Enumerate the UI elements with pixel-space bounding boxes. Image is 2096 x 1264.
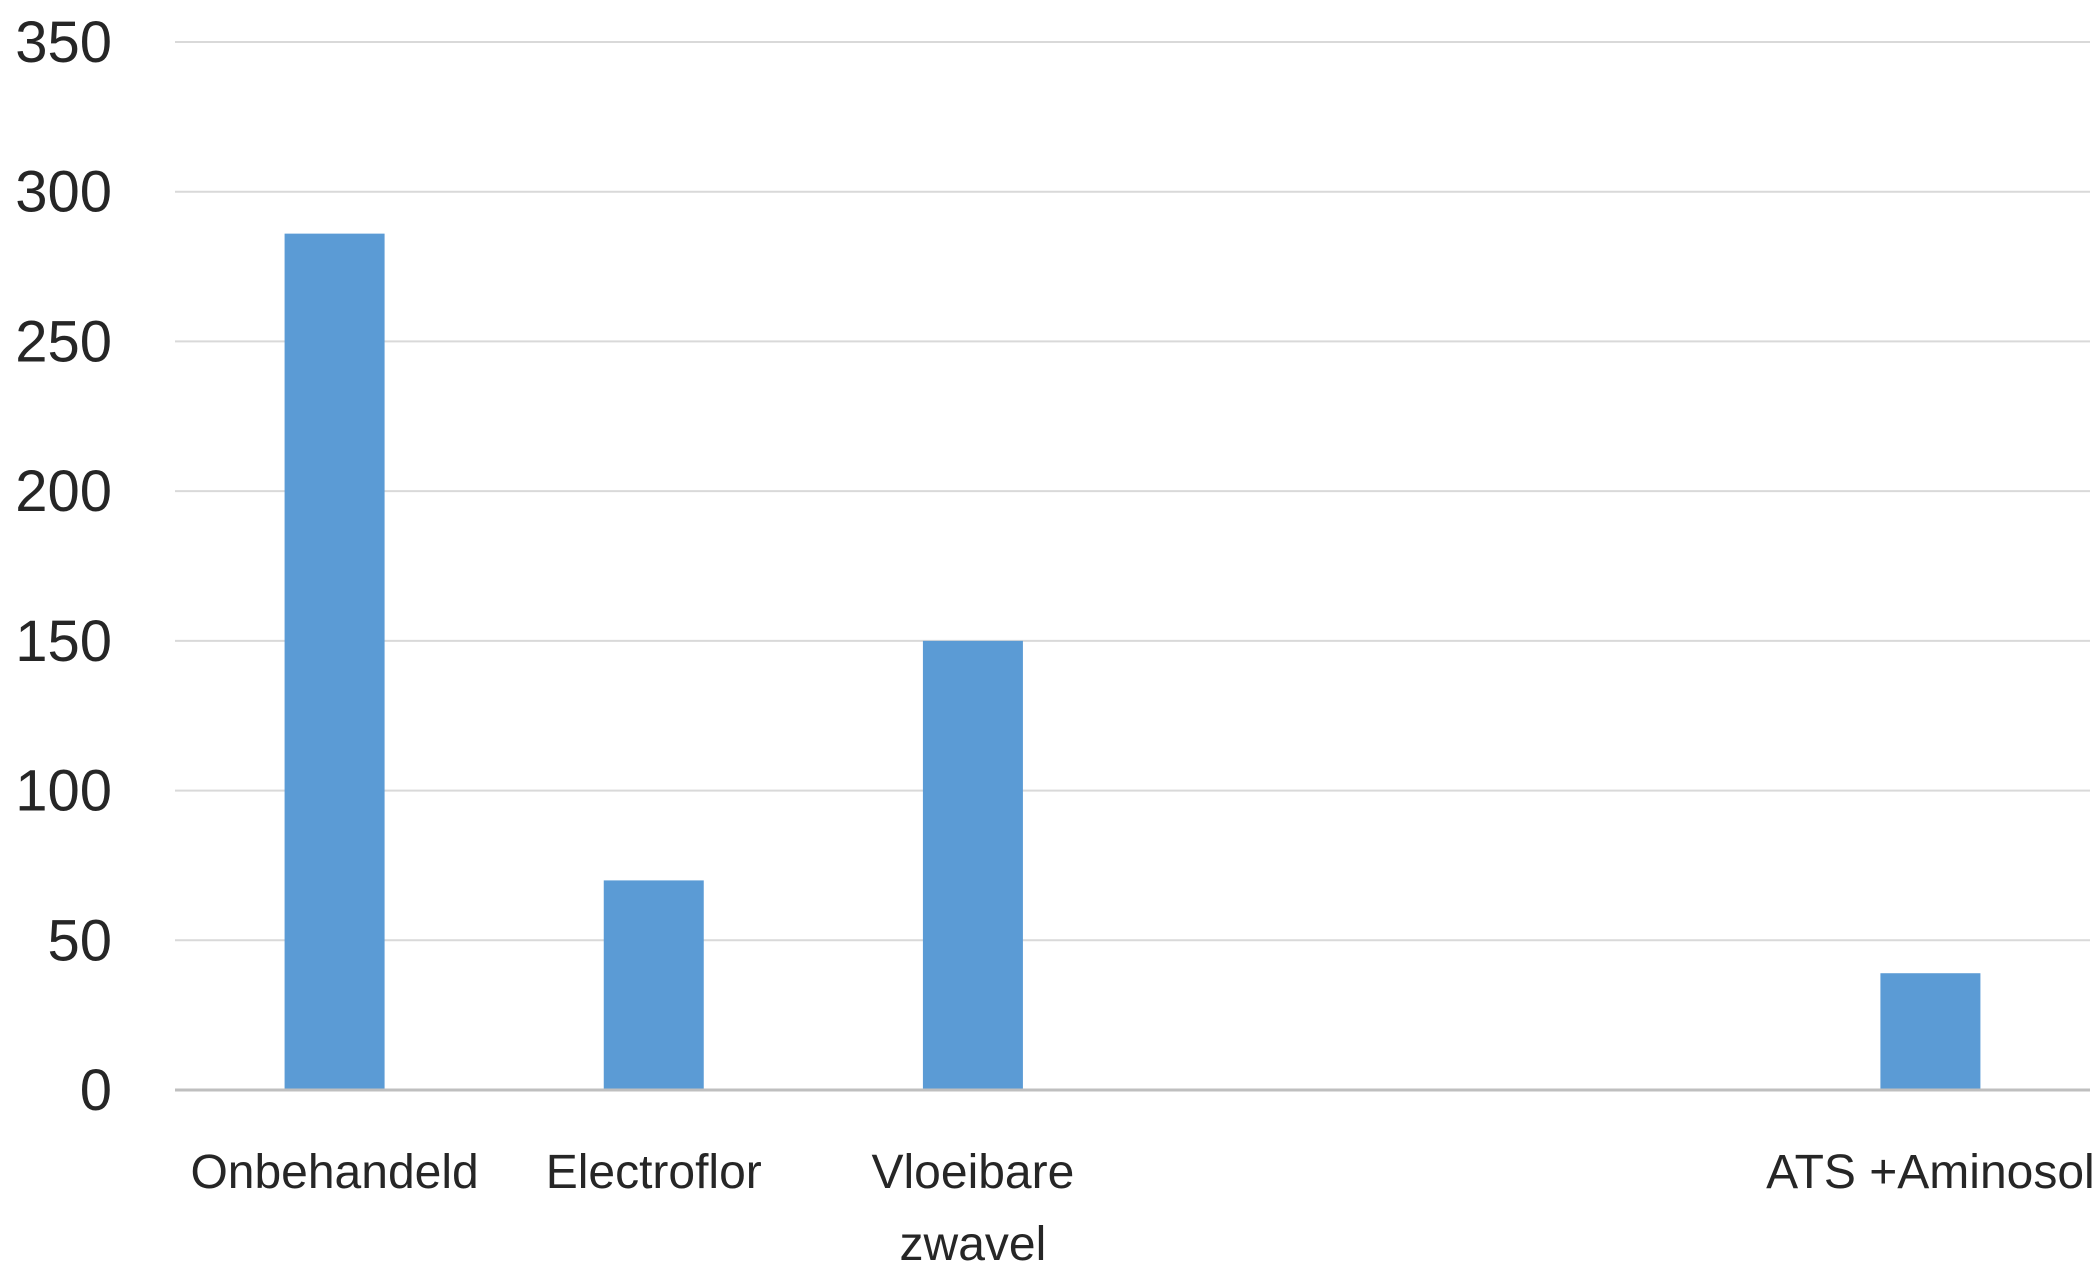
y-tick-label: 150 <box>15 609 112 674</box>
y-tick-label: 200 <box>15 459 112 524</box>
x-category-label: ATS +Aminosol <box>1766 1146 2095 1199</box>
x-category-label: Vloeibare <box>872 1146 1075 1199</box>
y-tick-label: 50 <box>47 908 112 973</box>
y-axis-tick-labels: 0 50 100 150 200 250 300 350 <box>15 10 112 1123</box>
y-tick-label: 250 <box>15 309 112 374</box>
bar <box>922 640 1023 1090</box>
bar <box>1880 973 1981 1090</box>
x-axis-category-labels: Onbehandeld Electroflor Vloeibare zwavel ATS… <box>190 1146 2094 1264</box>
x-category-label: zwavel <box>900 1218 1047 1264</box>
x-category-label: Electroflor <box>546 1146 762 1199</box>
y-tick-label: 300 <box>15 160 112 225</box>
bar <box>603 880 704 1090</box>
x-category-label: Onbehandeld <box>190 1146 478 1199</box>
y-tick-label: 350 <box>15 10 112 75</box>
y-tick-label: 100 <box>15 759 112 824</box>
bars <box>284 233 1981 1091</box>
bar <box>284 233 385 1091</box>
y-tick-label: 0 <box>80 1058 112 1123</box>
gridlines <box>175 41 2090 942</box>
